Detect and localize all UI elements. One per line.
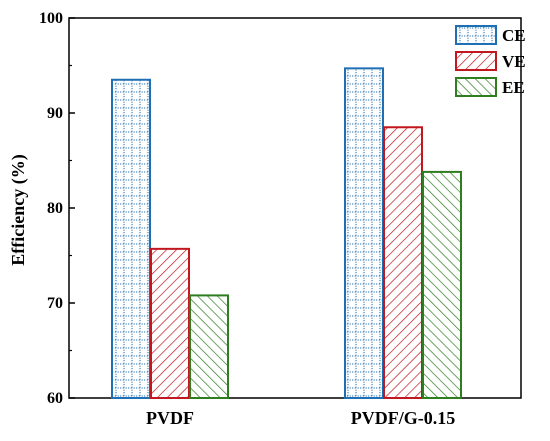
x-category-label: PVDF [146, 408, 194, 428]
bar-ee-pvdf [189, 294, 229, 399]
legend-swatch-ee [455, 77, 497, 97]
bar-ce-pvdf-g-0-15 [344, 67, 384, 399]
y-axis-label: Efficiency (%) [8, 154, 29, 265]
y-tick-label: 70 [47, 295, 63, 312]
legend-swatch-ve [455, 51, 497, 71]
bar-ce-pvdf [111, 78, 151, 399]
y-tick-label: 100 [39, 10, 63, 27]
y-tick-label: 80 [47, 200, 63, 217]
x-category-label: PVDF/G-0.15 [351, 408, 455, 428]
legend-swatch-ce [455, 25, 497, 45]
legend-label-ee: EE [502, 78, 525, 97]
legend-label-ve: VE [502, 52, 526, 71]
bar-ve-pvdf [150, 247, 190, 399]
y-tick-label: 60 [47, 390, 63, 407]
y-tick-label: 90 [47, 105, 63, 122]
bar-ve-pvdf-g-0-15 [383, 126, 423, 399]
bar-ee-pvdf-g-0-15 [422, 170, 462, 399]
legend-label-ce: CE [502, 26, 526, 45]
